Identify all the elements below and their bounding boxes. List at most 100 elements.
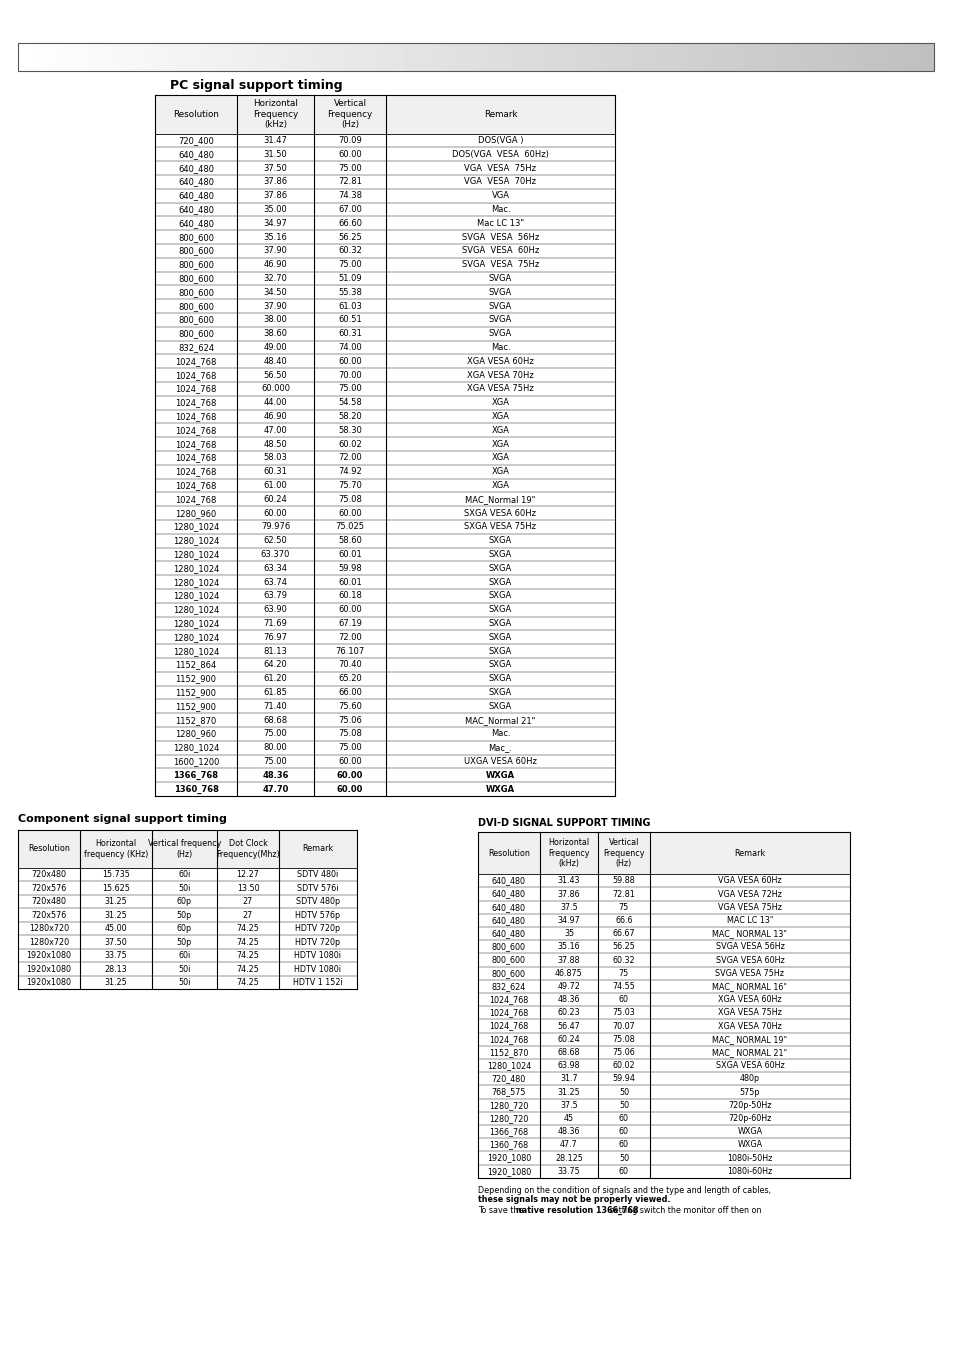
Text: 67.00: 67.00 bbox=[337, 205, 361, 213]
Text: 34.97: 34.97 bbox=[263, 219, 287, 228]
Text: 1024_768: 1024_768 bbox=[489, 1035, 528, 1044]
Text: Mac.: Mac. bbox=[490, 730, 510, 739]
Text: these signals may not be properly viewed.: these signals may not be properly viewed… bbox=[477, 1194, 670, 1204]
Text: 68.68: 68.68 bbox=[558, 1048, 579, 1056]
Text: 71.69: 71.69 bbox=[263, 619, 287, 628]
Text: 800_600: 800_600 bbox=[178, 288, 213, 297]
Text: 75.00: 75.00 bbox=[263, 757, 287, 766]
Text: 63.98: 63.98 bbox=[558, 1061, 579, 1070]
Text: 74.92: 74.92 bbox=[337, 467, 361, 477]
Text: 1280_1024: 1280_1024 bbox=[172, 550, 219, 559]
Text: 832_624: 832_624 bbox=[178, 343, 213, 353]
Text: 75: 75 bbox=[618, 902, 628, 912]
Text: 45: 45 bbox=[563, 1115, 574, 1123]
Text: 13.50: 13.50 bbox=[236, 884, 259, 893]
Text: 60.00: 60.00 bbox=[337, 357, 361, 366]
Text: 75.00: 75.00 bbox=[263, 730, 287, 739]
Text: 60.00: 60.00 bbox=[263, 508, 287, 517]
Text: 58.60: 58.60 bbox=[337, 536, 361, 546]
Text: 31.43: 31.43 bbox=[558, 877, 579, 885]
Text: SXGA: SXGA bbox=[488, 632, 512, 642]
Text: 1024_768: 1024_768 bbox=[175, 481, 216, 490]
Text: 31.47: 31.47 bbox=[263, 136, 287, 145]
Text: 1024_768: 1024_768 bbox=[489, 1021, 528, 1031]
Text: 800_600: 800_600 bbox=[178, 301, 213, 311]
Text: Mac_.: Mac_. bbox=[488, 743, 512, 753]
Text: 49.00: 49.00 bbox=[263, 343, 287, 353]
Text: 31.7: 31.7 bbox=[559, 1074, 578, 1084]
Text: 1280_720: 1280_720 bbox=[489, 1115, 528, 1123]
Text: 60.23: 60.23 bbox=[558, 1008, 579, 1017]
Text: 1280_1024: 1280_1024 bbox=[172, 592, 219, 600]
Text: 74.25: 74.25 bbox=[236, 924, 259, 934]
Text: 35.00: 35.00 bbox=[263, 205, 287, 213]
Text: 1024_768: 1024_768 bbox=[175, 439, 216, 449]
Text: 45.00: 45.00 bbox=[105, 924, 127, 934]
Text: 60.02: 60.02 bbox=[337, 439, 361, 449]
Text: 68.68: 68.68 bbox=[263, 716, 287, 724]
Text: VGA  VESA  75Hz: VGA VESA 75Hz bbox=[464, 163, 536, 173]
Text: 1152_900: 1152_900 bbox=[175, 688, 216, 697]
Text: 48.40: 48.40 bbox=[263, 357, 287, 366]
Text: Depending on the condition of signals and the type and length of cables,: Depending on the condition of signals an… bbox=[477, 1186, 770, 1194]
Text: 575p: 575p bbox=[739, 1088, 760, 1097]
Text: 33.75: 33.75 bbox=[105, 951, 128, 961]
Text: SXGA: SXGA bbox=[488, 619, 512, 628]
Text: 800_600: 800_600 bbox=[492, 955, 525, 965]
Text: 1024_768: 1024_768 bbox=[175, 426, 216, 435]
Text: Horizontal
frequency (KHz): Horizontal frequency (KHz) bbox=[84, 839, 148, 859]
Text: MAC LC 13": MAC LC 13" bbox=[726, 916, 773, 925]
Text: 72.00: 72.00 bbox=[337, 632, 361, 642]
Text: SXGA: SXGA bbox=[488, 578, 512, 586]
Text: 31.25: 31.25 bbox=[105, 978, 128, 988]
Text: 800_600: 800_600 bbox=[178, 274, 213, 284]
Text: 1024_768: 1024_768 bbox=[489, 996, 528, 1004]
Text: 640_480: 640_480 bbox=[178, 205, 213, 213]
Text: 70.00: 70.00 bbox=[337, 370, 361, 380]
Text: 74.55: 74.55 bbox=[612, 982, 635, 992]
Text: 75.08: 75.08 bbox=[337, 494, 361, 504]
Text: Horizontal
Frequency
(kHz): Horizontal Frequency (kHz) bbox=[548, 838, 589, 869]
Text: 1024_768: 1024_768 bbox=[175, 412, 216, 422]
Text: HDTV 1080i: HDTV 1080i bbox=[294, 951, 341, 961]
Text: 65.20: 65.20 bbox=[337, 674, 361, 684]
Text: SXGA VESA 60Hz: SXGA VESA 60Hz bbox=[715, 1061, 783, 1070]
Text: XGA VESA 75Hz: XGA VESA 75Hz bbox=[467, 385, 534, 393]
Text: 1080i-50Hz: 1080i-50Hz bbox=[726, 1154, 772, 1163]
Text: 70.40: 70.40 bbox=[337, 661, 361, 670]
Text: setting switch the monitor off then on: setting switch the monitor off then on bbox=[607, 1206, 761, 1215]
Text: 15.625: 15.625 bbox=[102, 884, 130, 893]
Text: 37.86: 37.86 bbox=[263, 192, 287, 200]
Text: SDTV 576i: SDTV 576i bbox=[297, 884, 338, 893]
Text: 1024_768: 1024_768 bbox=[175, 494, 216, 504]
Text: PC signal support timing: PC signal support timing bbox=[170, 78, 342, 92]
Text: 56.47: 56.47 bbox=[558, 1021, 579, 1031]
Text: SXGA VESA 60Hz: SXGA VESA 60Hz bbox=[464, 508, 536, 517]
Text: 50: 50 bbox=[618, 1154, 628, 1163]
Text: WXGA: WXGA bbox=[485, 785, 515, 793]
Text: 60.00: 60.00 bbox=[337, 508, 361, 517]
Text: native resolution 1366_768: native resolution 1366_768 bbox=[516, 1206, 639, 1215]
Text: SVGA: SVGA bbox=[488, 330, 512, 338]
Text: 1152_864: 1152_864 bbox=[175, 661, 216, 670]
Text: 60p: 60p bbox=[176, 897, 192, 907]
Text: 75: 75 bbox=[618, 969, 628, 978]
Text: 640_480: 640_480 bbox=[178, 192, 213, 200]
Text: HDTV 720p: HDTV 720p bbox=[295, 938, 340, 947]
Text: 37.88: 37.88 bbox=[558, 955, 579, 965]
Text: 75.08: 75.08 bbox=[612, 1035, 635, 1044]
Text: Vertical frequency
(Hz): Vertical frequency (Hz) bbox=[148, 839, 221, 859]
Text: 60.00: 60.00 bbox=[337, 605, 361, 615]
Text: VGA VESA 60Hz: VGA VESA 60Hz bbox=[718, 877, 781, 885]
Text: VGA VESA 72Hz: VGA VESA 72Hz bbox=[718, 889, 781, 898]
Text: WXGA: WXGA bbox=[485, 771, 515, 780]
Text: 58.03: 58.03 bbox=[263, 454, 287, 462]
Text: 1280_1024: 1280_1024 bbox=[172, 743, 219, 753]
Text: 61.00: 61.00 bbox=[263, 481, 287, 490]
Text: 50p: 50p bbox=[176, 938, 192, 947]
Text: 37.90: 37.90 bbox=[263, 301, 287, 311]
Text: 66.60: 66.60 bbox=[337, 219, 361, 228]
Bar bbox=[18, 43, 933, 72]
Text: 60.00: 60.00 bbox=[336, 771, 363, 780]
Text: 1280x720: 1280x720 bbox=[29, 924, 69, 934]
